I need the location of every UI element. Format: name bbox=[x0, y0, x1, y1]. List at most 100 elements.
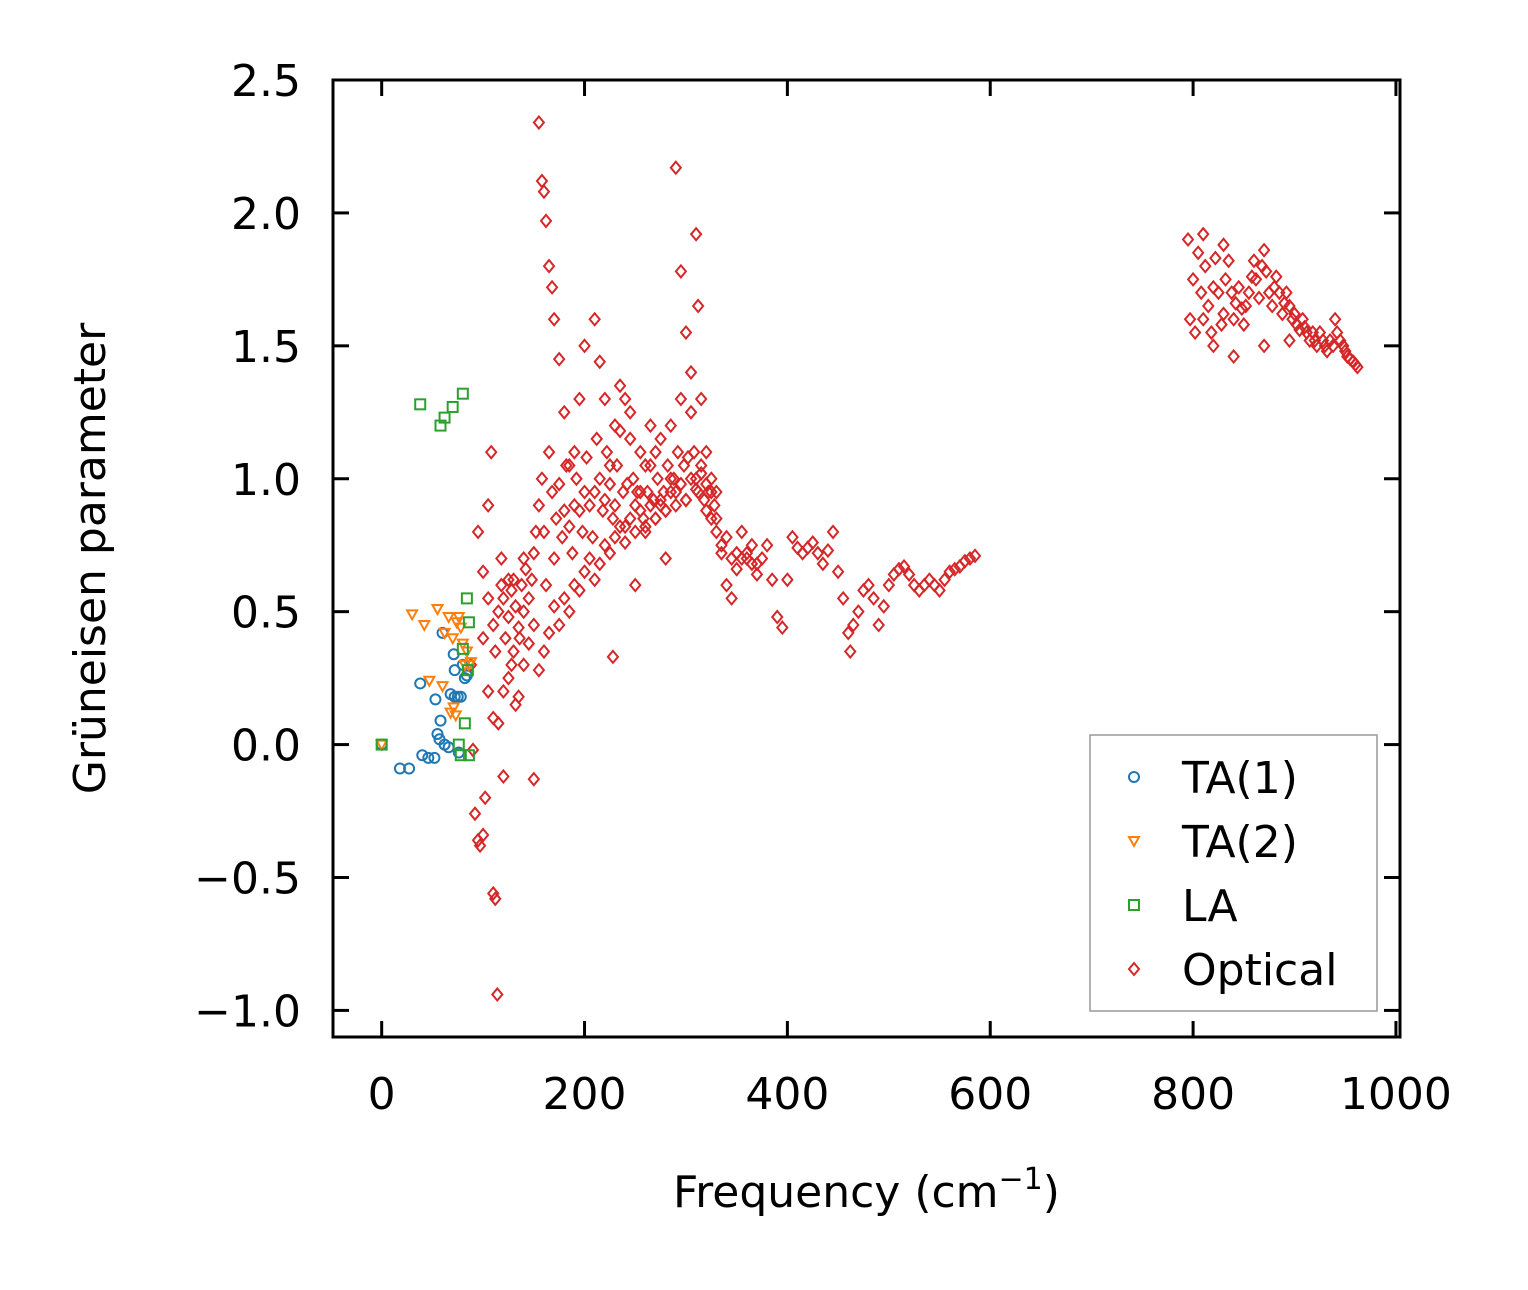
data-point bbox=[1181, 231, 1195, 248]
data-point bbox=[403, 762, 416, 775]
legend-item: TA(2) bbox=[1127, 817, 1298, 868]
data-point bbox=[735, 524, 749, 540]
data-point bbox=[512, 620, 525, 636]
data-point bbox=[578, 564, 591, 580]
data-point bbox=[943, 564, 956, 580]
legend-marker bbox=[1128, 899, 1140, 911]
data-point bbox=[573, 582, 586, 598]
data-point bbox=[458, 717, 471, 730]
legend-label: LA bbox=[1182, 881, 1238, 932]
data-point bbox=[687, 444, 701, 460]
data-point bbox=[852, 604, 865, 620]
data-point bbox=[1323, 332, 1337, 349]
y-tick-label: −0.5 bbox=[194, 854, 301, 905]
data-point bbox=[892, 561, 906, 577]
data-point bbox=[1191, 245, 1205, 261]
data-point bbox=[414, 398, 427, 411]
data-point bbox=[664, 418, 678, 434]
data-point bbox=[545, 484, 559, 500]
data-point bbox=[1336, 338, 1350, 354]
data-point bbox=[542, 258, 556, 274]
data-point bbox=[522, 590, 536, 606]
data-point bbox=[806, 534, 820, 551]
data-point bbox=[535, 173, 549, 189]
data-point bbox=[740, 545, 754, 561]
data-point bbox=[458, 672, 471, 685]
series-optical bbox=[464, 114, 1364, 1003]
data-point bbox=[445, 633, 460, 646]
data-point bbox=[434, 714, 447, 727]
data-point bbox=[509, 598, 522, 614]
data-point bbox=[776, 620, 789, 636]
data-point bbox=[651, 471, 664, 487]
data-point bbox=[1249, 271, 1263, 287]
data-point bbox=[449, 710, 463, 723]
data-point bbox=[603, 457, 617, 474]
data-point bbox=[649, 511, 662, 527]
y-tick-label: 2.0 bbox=[231, 189, 301, 240]
data-point bbox=[626, 471, 640, 487]
data-point bbox=[473, 838, 487, 854]
data-point bbox=[547, 598, 561, 614]
data-point bbox=[507, 643, 520, 660]
data-point bbox=[691, 298, 705, 314]
data-point bbox=[623, 404, 637, 420]
data-point bbox=[497, 683, 510, 699]
data-point bbox=[770, 609, 784, 625]
legend-marker bbox=[1127, 836, 1141, 849]
data-point bbox=[630, 484, 644, 500]
data-point bbox=[600, 444, 614, 460]
data-point bbox=[1257, 338, 1271, 354]
data-point bbox=[452, 611, 466, 625]
data-point bbox=[563, 457, 576, 474]
x-tick-label: 400 bbox=[745, 1069, 829, 1120]
data-point bbox=[644, 457, 657, 474]
data-point bbox=[517, 604, 530, 620]
data-point bbox=[781, 572, 794, 588]
data-point bbox=[476, 564, 490, 580]
data-point bbox=[689, 226, 703, 242]
data-point bbox=[527, 617, 541, 633]
data-point bbox=[532, 114, 546, 131]
data-point bbox=[590, 431, 604, 447]
data-point bbox=[1239, 298, 1253, 314]
data-point bbox=[429, 693, 442, 706]
data-point bbox=[664, 484, 678, 500]
data-point bbox=[608, 529, 622, 545]
data-point bbox=[461, 664, 474, 677]
data-point bbox=[608, 497, 622, 513]
data-point bbox=[576, 524, 589, 540]
data-point bbox=[1194, 285, 1208, 301]
data-point bbox=[537, 184, 551, 200]
data-point bbox=[1235, 301, 1249, 317]
data-point bbox=[552, 351, 566, 367]
data-point bbox=[684, 364, 698, 380]
data-point bbox=[1227, 311, 1240, 327]
data-point bbox=[502, 670, 515, 686]
data-point bbox=[938, 572, 951, 588]
data-point bbox=[448, 664, 461, 677]
data-point bbox=[847, 617, 860, 633]
data-point bbox=[710, 524, 723, 540]
data-point bbox=[654, 492, 667, 508]
axis-ticks bbox=[333, 78, 1400, 1037]
data-point bbox=[512, 689, 525, 705]
data-point bbox=[1217, 306, 1230, 322]
data-point bbox=[634, 444, 647, 460]
data-point bbox=[1293, 322, 1306, 338]
data-point bbox=[428, 751, 441, 764]
data-point bbox=[715, 537, 728, 553]
data-point bbox=[872, 617, 885, 633]
data-point bbox=[532, 497, 546, 513]
data-point bbox=[694, 457, 708, 474]
data-point bbox=[644, 497, 657, 513]
data-point bbox=[1229, 295, 1242, 311]
data-point bbox=[545, 279, 559, 295]
data-point bbox=[639, 519, 652, 535]
y-tick-label: 1.0 bbox=[231, 455, 301, 506]
data-point bbox=[435, 681, 450, 694]
data-point bbox=[613, 519, 627, 535]
legend-item: Optical bbox=[1127, 945, 1337, 996]
data-point bbox=[539, 213, 553, 229]
